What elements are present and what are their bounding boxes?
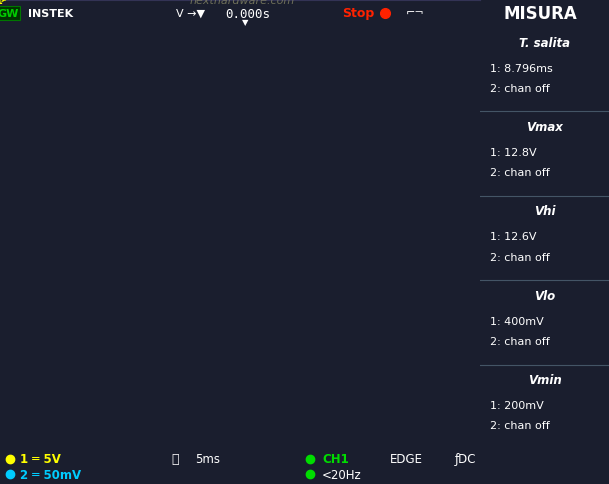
Text: ⓜ: ⓜ: [171, 453, 179, 465]
Text: MISURA: MISURA: [503, 5, 577, 23]
Text: 2 ═ 50mV: 2 ═ 50mV: [20, 468, 81, 481]
Text: 1 ═ 5V: 1 ═ 5V: [20, 453, 61, 465]
Text: CH1: CH1: [322, 453, 349, 465]
Text: nexthardware.com: nexthardware.com: [190, 0, 295, 5]
Text: 2: chan off: 2: chan off: [490, 336, 550, 346]
Text: 2: chan off: 2: chan off: [490, 84, 550, 93]
Text: 2: chan off: 2: chan off: [490, 421, 550, 430]
Text: GW: GW: [0, 9, 19, 19]
Text: 2: chan off: 2: chan off: [490, 252, 550, 262]
Text: 0.000s: 0.000s: [225, 7, 270, 20]
Text: EDGE: EDGE: [390, 453, 423, 465]
Text: ▼: ▼: [242, 18, 248, 27]
Text: 1: 12.6V: 1: 12.6V: [490, 232, 537, 242]
Text: T. salita: T. salita: [519, 37, 570, 49]
Text: 1: 200mV: 1: 200mV: [490, 400, 544, 410]
Text: Vmin: Vmin: [527, 374, 561, 387]
Text: 1: 1: [0, 0, 2, 5]
Text: Vmax: Vmax: [526, 121, 563, 134]
Text: ⌐¬: ⌐¬: [406, 9, 424, 19]
Text: 5ms: 5ms: [195, 453, 220, 465]
Text: 1: 8.796ms: 1: 8.796ms: [490, 63, 553, 74]
Text: 1: 12.8V: 1: 12.8V: [490, 148, 537, 158]
Text: Vhi: Vhi: [533, 205, 555, 218]
Text: Vlo: Vlo: [534, 289, 555, 302]
Text: INSTEK: INSTEK: [28, 9, 73, 19]
Text: ƒDC: ƒDC: [455, 453, 476, 465]
Text: 1: 400mV: 1: 400mV: [490, 316, 544, 326]
Text: V →▼: V →▼: [175, 9, 205, 19]
Text: 2: chan off: 2: chan off: [490, 168, 550, 178]
Text: Stop: Stop: [342, 7, 374, 20]
Text: <20Hz: <20Hz: [322, 468, 362, 481]
